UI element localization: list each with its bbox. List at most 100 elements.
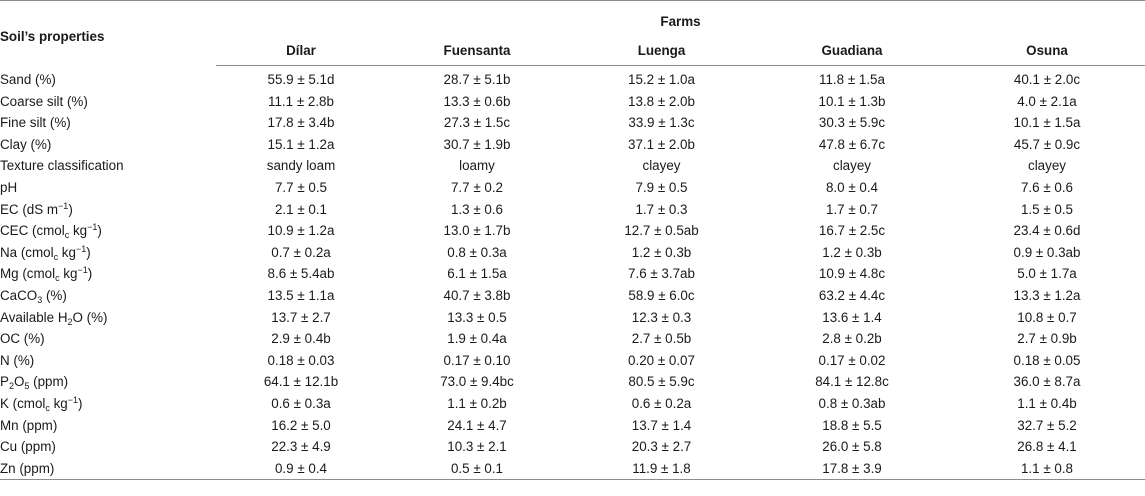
table-cell: 13.7 ± 2.7 [271,309,331,325]
row-label-label: Clay (%) [0,136,52,152]
table-cell: 0.18 ± 0.05 [1013,352,1081,368]
row-label-label: OC (%) [0,331,45,347]
table-cell: 10.1 ± 1.3b [818,93,886,109]
table-cell: 84.1 ± 12.8c [815,374,889,390]
row-label-label: Na (cmol [0,244,54,260]
row-label: Fine silt (%) [0,112,216,134]
table-cell: 11.1 ± 2.8b [268,93,334,109]
row-header-title: Soil’s properties [0,0,216,66]
table-row: Cu (ppm) 22.3 ± 4.9 10.3 ± 2.1 20.3 ± 2.7 26… [0,436,1145,458]
table-cell: 26.8 ± 4.1 [1017,439,1077,455]
row-label-tail: ) [97,223,102,239]
row-label: pH [0,177,216,199]
table-cell: loamy [459,158,495,174]
table-cell: 10.3 ± 2.1 [447,439,507,455]
row-label: OC (%) [0,328,216,350]
row-label-tail: (ppm) [29,374,69,390]
table-cell: 0.8 ± 0.3a [447,244,507,260]
table-row: CEC (cmolc kg−1) 10.9 ± 1.2a 13.0 ± 1.7b 12… [0,220,1145,242]
table-body: Sand (%) 55.9 ± 5.1d 28.7 ± 5.1b 15.2 ± 1.0… [0,66,1145,481]
row-label-mid: O [13,374,25,390]
row-label-mid: kg [58,244,76,260]
row-label: Na (cmolc kg−1) [0,242,216,264]
row-label-sub: c [55,273,60,284]
row-label-tail: (%) [42,288,67,304]
row-label: Clay (%) [0,134,216,156]
table-row: OC (%) 2.9 ± 0.4b 1.9 ± 0.4a 2.7 ± 0.5b 2.8 … [0,328,1145,350]
row-label: CEC (cmolc kg−1) [0,220,216,242]
table-cell: 30.7 ± 1.9b [443,136,511,152]
table-cell: 7.9 ± 0.5 [635,180,688,196]
row-label-label: EC (dS m [0,201,59,217]
row-label-tail: ) [86,244,91,260]
column-header-osuna: Osuna [949,36,1145,66]
row-label-mid: kg [69,223,88,239]
table-cell: 2.8 ± 0.2b [822,331,882,347]
table-cell: 1.1 ± 0.8 [949,457,1145,481]
table-cell: 40.1 ± 2.0c [1013,72,1081,88]
table-cell: 17.8 ± 3.9 [755,457,949,481]
row-label: Texture classification [0,155,216,177]
table-cell: 15.1 ± 1.2a [267,136,335,152]
row-label-label: Available H [0,309,68,325]
row-label-tail: ) [68,201,73,217]
table-cell: 33.9 ± 1.3c [628,115,695,131]
table-cell: 11.9 ± 1.8 [568,457,755,481]
table-cell: 18.8 ± 5.5 [822,417,882,433]
table-cell: 13.3 ± 0.6b [443,93,511,109]
row-label-sub2: 5 [24,381,30,392]
table-cell: 37.1 ± 2.0b [628,136,695,152]
row-label-label: Mn (ppm) [0,417,58,433]
table-cell: 0.6 ± 0.2a [631,396,692,411]
table-cell: 80.5 ± 5.9c [628,374,695,390]
table-cell: 16.2 ± 5.0 [271,417,331,433]
table-cell: 10.8 ± 0.7 [1017,309,1077,325]
table-cell: 8.0 ± 0.4 [825,180,879,196]
table-cell: 16.7 ± 2.5c [818,223,886,239]
row-label-label: Coarse silt (%) [0,93,88,109]
table-cell: 1.1 ± 0.2b [447,396,507,411]
row-label-label: Fine silt (%) [0,115,71,131]
table-cell: 27.3 ± 1.5c [443,115,511,131]
table-cell: 17.8 ± 3.4b [267,115,335,131]
column-header-luenga: Luenga [568,36,755,66]
table-cell: 10.9 ± 4.8c [818,266,886,282]
table-cell: 0.9 ± 0.3ab [1013,244,1081,260]
row-label-sub: 3 [37,295,43,306]
row-label-label: N (%) [0,352,35,368]
table-cell: 26.0 ± 5.8 [822,439,882,455]
table-row: Na (cmolc kg−1) 0.7 ± 0.2a 0.8 ± 0.3a 1.2 ±… [0,242,1145,264]
table-row: K (cmolc kg−1) 0.6 ± 0.3a 1.1 ± 0.2b 0.6 ± … [0,393,1145,415]
soil-properties-table: Soil’s properties Farms Dílar Fuensanta … [0,0,1145,481]
row-label: Available H2O (%) [0,307,216,329]
row-label-label: Zn (ppm) [0,460,55,476]
table-row: Coarse silt (%) 11.1 ± 2.8b 13.3 ± 0.6b 13.… [0,91,1145,113]
table-cell: 0.8 ± 0.3ab [818,396,886,411]
row-label-label: CEC (cmol [0,223,65,239]
table-cell: 13.8 ± 2.0b [628,93,695,109]
table-cell: 63.2 ± 4.4c [818,288,886,304]
row-label-sub: c [45,403,50,413]
row-label-sub: c [53,251,59,262]
table-cell: clayey [833,158,871,174]
row-label: N (%) [0,350,216,372]
table-cell: 55.9 ± 5.1d [267,72,335,88]
row-label-label: pH [0,180,18,196]
table-cell: 0.9 ± 0.4 [216,457,386,481]
table-cell: 0.18 ± 0.03 [267,352,335,368]
table-cell: 36.0 ± 8.7a [1013,374,1081,390]
table-cell: 6.1 ± 1.5a [447,266,507,282]
row-label-sup: −1 [67,395,79,405]
table-cell: 5.0 ± 1.7a [1017,266,1077,282]
table-cell: 7.6 ± 3.7ab [628,266,695,282]
column-header-guadiana: Guadiana [755,36,949,66]
row-label-sub: c [64,230,70,241]
table-cell: 1.7 ± 0.7 [825,201,879,217]
column-header-dilar: Dílar [216,36,386,66]
table-cell: 0.5 ± 0.1 [386,457,568,481]
table-cell: 13.6 ± 1.4 [822,309,882,325]
table-cell: 13.0 ± 1.7b [443,223,511,239]
table-cell: 30.3 ± 5.9c [818,115,886,131]
table-row: Zn (ppm) 0.9 ± 0.4 0.5 ± 0.1 11.9 ± 1.8 17.8… [0,457,1145,481]
